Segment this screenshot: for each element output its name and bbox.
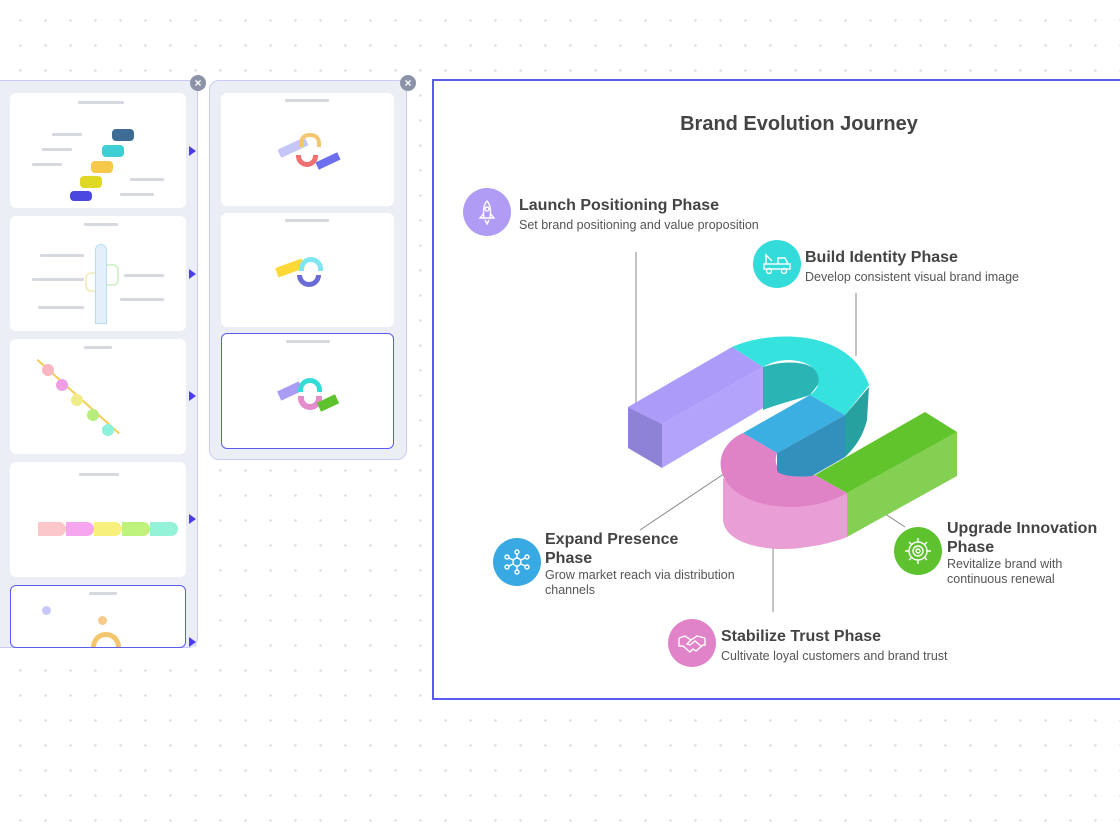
expand-arrow[interactable] xyxy=(189,269,196,279)
tow-truck-icon xyxy=(753,240,801,288)
gear-icon xyxy=(894,527,942,575)
expand-arrow[interactable] xyxy=(189,637,196,647)
handshake-icon xyxy=(668,619,716,667)
segment-launch-top xyxy=(628,347,763,424)
phase-desc: Cultivate loyal customers and brand trus… xyxy=(721,649,948,663)
phase-title: Launch Positioning Phase xyxy=(519,197,720,214)
segment-build-inner xyxy=(763,362,821,410)
phase-desc: Grow market reach via distribution chann… xyxy=(545,568,735,597)
expand-arrow[interactable] xyxy=(189,146,196,156)
rocket-icon xyxy=(463,188,511,236)
segment-expand-top xyxy=(743,395,845,453)
segment-build-side xyxy=(845,387,869,457)
expand-arrow[interactable] xyxy=(189,391,196,401)
segment-expand-front xyxy=(777,415,845,477)
template-thumbnail-current[interactable] xyxy=(10,585,186,648)
template-thumbnail-cactus[interactable] xyxy=(10,216,186,331)
segment-build-top xyxy=(732,336,869,415)
segment-upgrade-front xyxy=(847,432,957,537)
segment-stabilize-top xyxy=(720,433,847,507)
segment-launch-end xyxy=(628,407,662,468)
template-thumbnail-timeline[interactable] xyxy=(10,462,186,577)
phase-title: Stabilize Trust Phase xyxy=(721,628,882,645)
variant-thumbnail-2[interactable] xyxy=(221,213,394,327)
phase-desc: Set brand positioning and value proposit… xyxy=(519,218,759,232)
network-icon xyxy=(493,538,541,586)
phase-title: Build Identity Phase xyxy=(805,249,958,266)
template-thumbnail-staircase[interactable] xyxy=(10,93,186,208)
phase-title: Expand Presence Phase xyxy=(545,531,679,567)
expand-arrow[interactable] xyxy=(189,514,196,524)
close-panel-button[interactable]: × xyxy=(190,75,206,91)
segment-upgrade-top xyxy=(815,412,957,493)
variant-thumbnail-1[interactable] xyxy=(221,93,394,206)
variant-thumbnail-3-selected[interactable] xyxy=(221,333,394,449)
phase-desc: Develop consistent visual brand image xyxy=(805,270,1020,284)
segment-launch-front xyxy=(662,367,763,468)
template-thumbnail-diagonal[interactable] xyxy=(10,339,186,454)
phase-desc: Revitalize brand with continuous renewal xyxy=(947,557,1063,586)
phase-title: Upgrade Innovation Phase xyxy=(947,520,1098,556)
close-panel-button[interactable]: × xyxy=(400,75,416,91)
slide-title: Brand Evolution Journey xyxy=(680,113,918,135)
